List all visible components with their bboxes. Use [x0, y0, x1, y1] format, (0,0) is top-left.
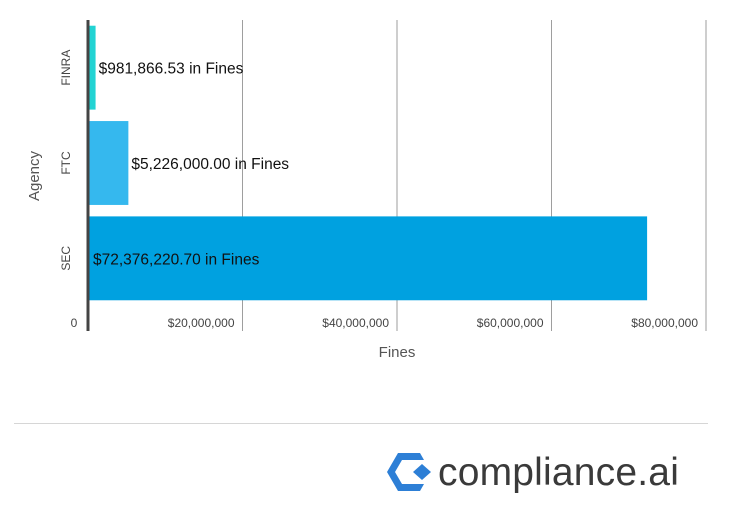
category-label-sec: SEC: [59, 246, 73, 271]
bar-sec: [88, 216, 648, 301]
data-label-finra: $981,866.53 in Fines: [99, 61, 244, 78]
x-tick-label: $20,000,000: [168, 316, 235, 330]
x-tick-label: $80,000,000: [631, 316, 698, 330]
bar-ftc: [88, 121, 129, 205]
x-axis-title: Fines: [379, 344, 416, 361]
brand-wordmark: compliance.ai: [438, 450, 680, 494]
x-tick-label: $60,000,000: [477, 316, 544, 330]
compliance-ai-logo-icon: [387, 453, 431, 491]
x-tick-labels: 0 $20,000,000 $40,000,000 $60,000,000 $80,00…: [71, 316, 699, 330]
fines-by-agency-chart: $981,866.53 in Fines $5,226,000.00 in Fin…: [26, 20, 707, 361]
x-tick-label: $40,000,000: [322, 316, 389, 330]
bars: [88, 25, 648, 301]
bar-finra: [88, 25, 96, 110]
category-label-ftc: FTC: [59, 151, 73, 175]
data-label-ftc: $5,226,000.00 in Fines: [131, 156, 289, 173]
y-axis-title: Agency: [26, 150, 43, 201]
category-label-finra: FINRA: [59, 50, 73, 86]
brand-logo: compliance.ai: [384, 448, 679, 496]
data-label-sec: $72,376,220.70 in Fines: [93, 251, 260, 268]
x-tick-label: 0: [71, 316, 78, 330]
footer-divider: [14, 423, 708, 424]
category-labels: FINRA FTC SEC: [59, 50, 73, 271]
data-labels: $981,866.53 in Fines $5,226,000.00 in Fin…: [93, 61, 289, 269]
